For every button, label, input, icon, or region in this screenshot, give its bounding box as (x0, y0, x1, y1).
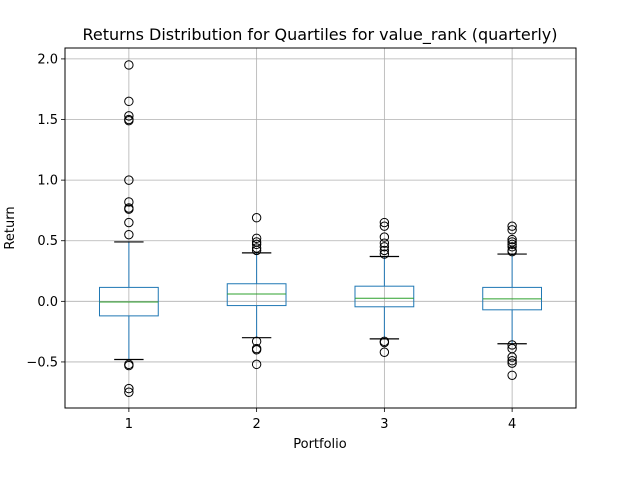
outlier-point (124, 204, 134, 214)
x-tick-label: 1 (125, 417, 133, 432)
outlier-point (507, 225, 517, 235)
box-group-2 (226, 212, 287, 370)
iqr-box (226, 283, 287, 307)
y-tick-label: −0.5 (26, 355, 58, 370)
outlier-point (379, 238, 390, 248)
outlier-point (507, 370, 517, 380)
box-group-3 (354, 217, 415, 357)
box-group-4 (482, 221, 543, 380)
outlier-point (507, 356, 517, 366)
plot-frame (64, 47, 577, 409)
grid-lines (65, 48, 576, 408)
y-axis-label: Return (3, 206, 18, 249)
outlier-point (379, 221, 390, 231)
y-tick-label: 2.0 (37, 52, 58, 67)
chart-title: Returns Distribution for Quartiles for v… (82, 25, 557, 45)
outlier-point (507, 239, 517, 250)
outlier-point (124, 111, 134, 121)
outlier-point (124, 360, 134, 371)
outlier-point (379, 242, 390, 252)
outlier-point (124, 387, 134, 397)
outlier-point (507, 358, 517, 368)
outlier-point (124, 60, 134, 70)
outlier-point (507, 246, 517, 257)
outlier-point (124, 383, 134, 394)
outlier-point (251, 245, 262, 256)
outlier-point (379, 347, 390, 357)
outlier-point (124, 197, 134, 207)
x-tick-label: 2 (252, 417, 260, 432)
outlier-point (124, 175, 134, 185)
outlier-point (251, 212, 262, 223)
outlier-point (251, 359, 262, 370)
x-tick-label: 3 (380, 417, 388, 432)
x-axis-label: Portfolio (293, 437, 347, 452)
axis-ticks: −0.5 0.0 0.5 1.0 1.5 2.0 1 2 3 4 (26, 52, 516, 432)
x-tick-label: 4 (508, 417, 516, 432)
outlier-point (251, 243, 262, 253)
outlier-point (507, 234, 517, 245)
outlier-point (124, 217, 134, 228)
outlier-point (507, 352, 517, 362)
outlier-point (379, 245, 390, 256)
y-tick-label: 0.5 (37, 234, 58, 249)
box-group-1 (98, 60, 159, 397)
outlier-point (379, 217, 390, 228)
outlier-point (251, 233, 262, 244)
outlier-point (379, 337, 390, 348)
outlier-point (507, 340, 517, 350)
iqr-box (354, 285, 415, 308)
outlier-point (507, 242, 517, 252)
box-series (98, 60, 543, 397)
outlier-point (124, 229, 134, 240)
y-tick-label: 1.0 (37, 174, 58, 189)
outlier-point (251, 345, 262, 355)
outlier-point (379, 232, 390, 242)
outlier-point (124, 96, 134, 107)
outlier-point (379, 249, 390, 259)
outlier-point (507, 221, 517, 231)
y-tick-label: 1.5 (37, 113, 58, 128)
outlier-point (251, 239, 262, 250)
outlier-point (124, 116, 134, 126)
y-tick-label: 0.0 (37, 295, 58, 310)
